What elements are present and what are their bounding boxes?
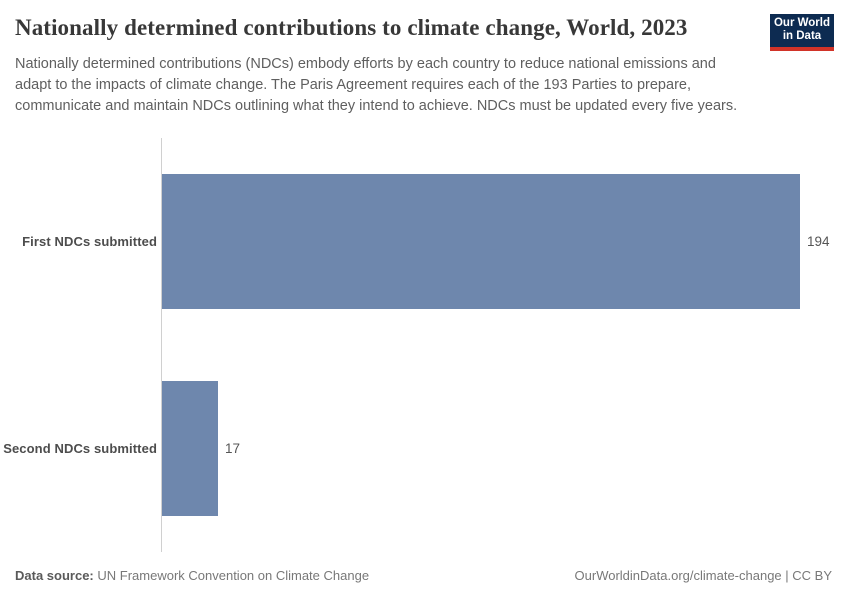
chart-footer: Data source: UN Framework Convention on … xyxy=(15,568,832,583)
data-source: Data source: UN Framework Convention on … xyxy=(15,568,369,583)
chart-subtitle: Nationally determined contributions (NDC… xyxy=(15,56,738,114)
bar-chart: First NDCs submitted 194 Second NDCs sub… xyxy=(0,138,850,552)
bar-row-second-ndcs: Second NDCs submitted 17 xyxy=(0,345,850,552)
category-label-second-ndcs: Second NDCs submitted xyxy=(3,441,157,456)
bar-second-ndcs[interactable] xyxy=(162,381,218,516)
attribution[interactable]: OurWorldinData.org/climate-change | CC B… xyxy=(574,568,832,583)
data-source-label: Data source: xyxy=(15,568,94,583)
bar-row-first-ndcs: First NDCs submitted 194 xyxy=(0,138,850,345)
owid-logo-line1: Our World xyxy=(773,17,830,29)
bar-first-ndcs[interactable] xyxy=(162,174,800,309)
category-label-first-ndcs: First NDCs submitted xyxy=(22,234,157,249)
bar-area: 17 xyxy=(162,381,850,516)
value-label-first-ndcs: 194 xyxy=(807,234,830,249)
bar-area: 194 xyxy=(162,174,850,309)
y-axis-line xyxy=(161,138,162,552)
owid-logo[interactable]: Our World in Data xyxy=(770,14,834,51)
owid-logo-line2: in Data xyxy=(782,30,822,42)
data-source-value: UN Framework Convention on Climate Chang… xyxy=(97,568,370,583)
page-title: Nationally determined contributions to c… xyxy=(15,15,688,40)
value-label-second-ndcs: 17 xyxy=(225,441,241,456)
